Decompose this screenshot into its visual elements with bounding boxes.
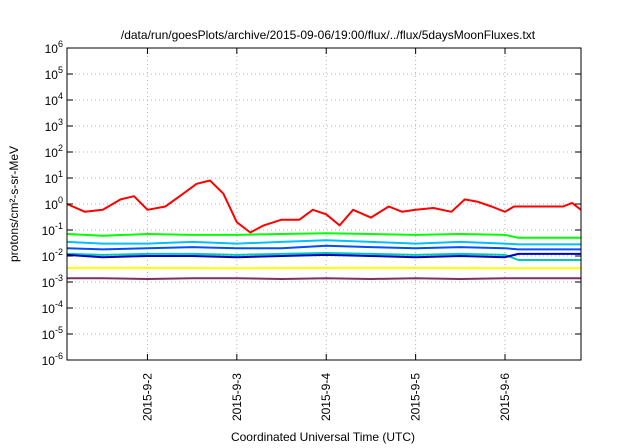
- series-line-0: [66, 179, 582, 234]
- y-tick-label: 10-2: [42, 247, 63, 264]
- y-tick-label: 10-6: [42, 351, 63, 368]
- y-tick-label: 10-3: [42, 273, 63, 290]
- x-tick-label: 2015-9-2: [140, 373, 154, 421]
- series-line-1: [66, 232, 581, 239]
- series-line-7: [67, 277, 581, 280]
- y-tick-label: 100: [45, 195, 63, 212]
- series-line-3: [66, 244, 581, 251]
- x-tick-label: 2015-9-5: [409, 373, 423, 421]
- y-tick-label: 10-1: [42, 221, 63, 238]
- series-layer: [66, 179, 582, 280]
- y-tick-label: 104: [45, 91, 63, 108]
- y-tick-label: 106: [45, 39, 63, 56]
- y-tick-label: 10-4: [42, 299, 63, 316]
- y-axis-label: protons/cm²-s-sr-MeV: [7, 146, 21, 262]
- y-tick-label: 103: [45, 117, 63, 134]
- chart-title: /data/run/goesPlots/archive/2015-09-06/1…: [121, 28, 536, 42]
- y-tick-label: 10-5: [42, 325, 63, 342]
- x-tick-label: 2015-9-3: [230, 373, 244, 421]
- x-axis-ticks: 2015-9-2 2015-9-3 2015-9-4 2015-9-5 2015-9-6: [140, 48, 512, 421]
- series-line-5: [66, 252, 581, 259]
- x-axis-label: Coordinated Universal Time (UTC): [231, 430, 415, 444]
- x-tick-label: 2015-9-6: [498, 373, 512, 421]
- series-line-4: [66, 252, 581, 261]
- x-tick-label: 2015-9-4: [319, 373, 333, 421]
- y-axis-ticks: 10-6 10-5 10-4 10-3 10-2 10-1 100 101 102 103 104 1…: [42, 39, 581, 368]
- y-tick-label: 102: [45, 143, 63, 160]
- y-tick-label: 105: [45, 65, 63, 82]
- series-line-2: [66, 239, 581, 246]
- y-tick-label: 101: [45, 169, 63, 186]
- grid-lines: [67, 47, 581, 361]
